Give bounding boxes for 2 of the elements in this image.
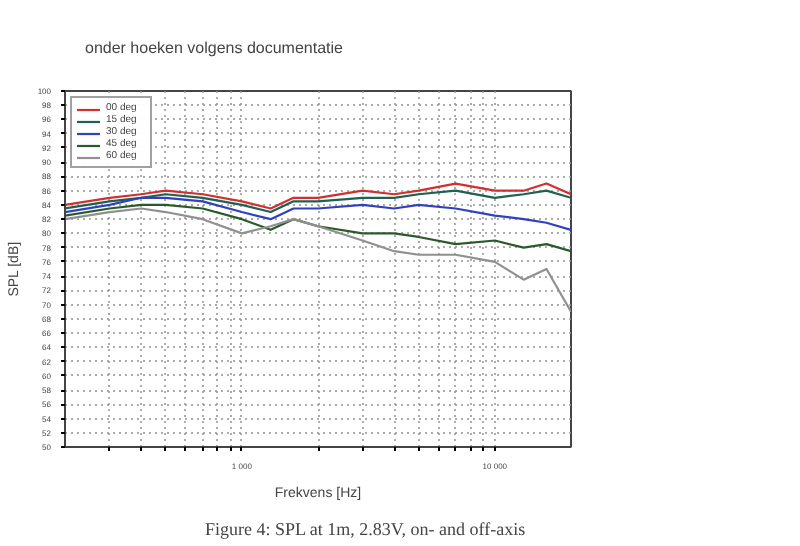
chart-title: onder hoeken volgens documentatie bbox=[85, 39, 345, 57]
caption: Figure 4: SPL at 1m, 2.83V, on- and off-axis bbox=[205, 519, 527, 539]
